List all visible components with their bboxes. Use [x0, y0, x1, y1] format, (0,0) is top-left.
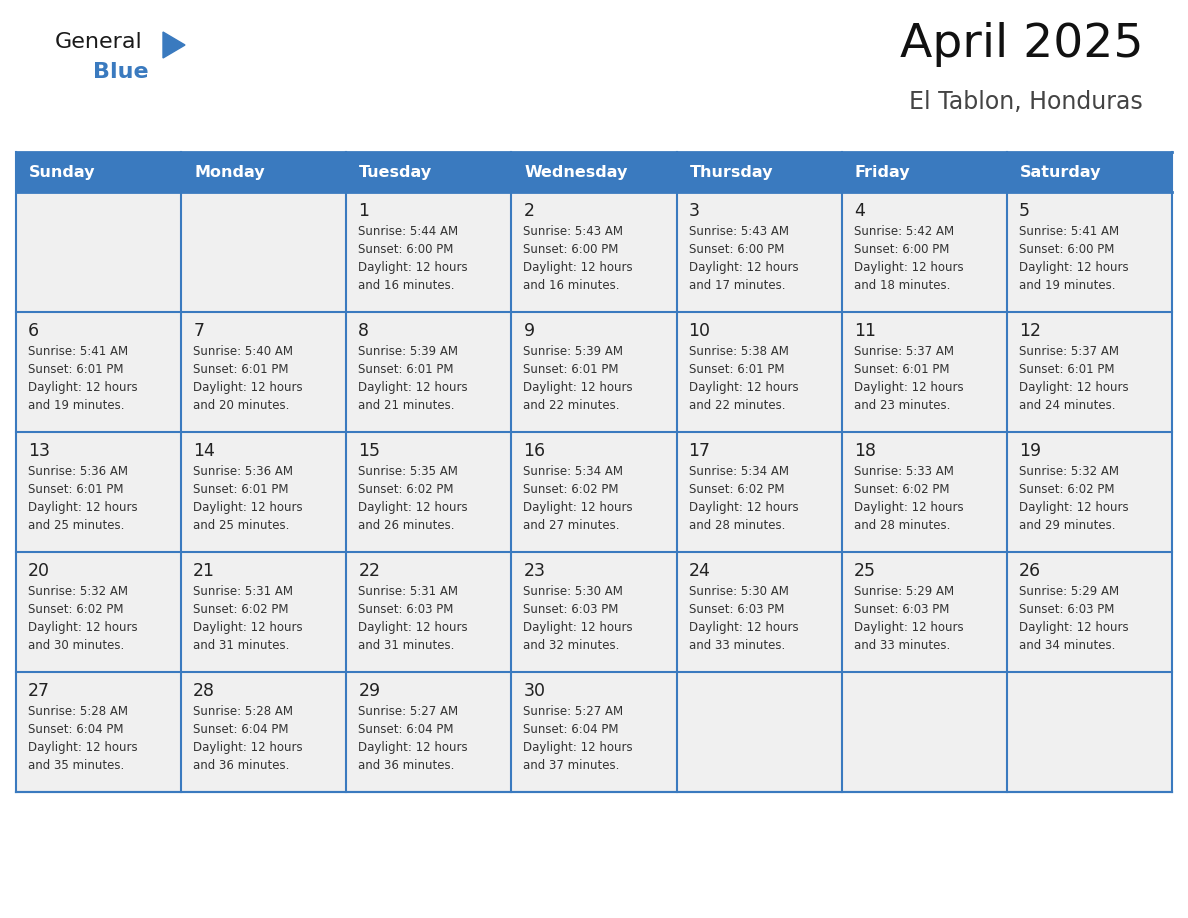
- Text: Sunrise: 5:29 AM
Sunset: 6:03 PM
Daylight: 12 hours
and 33 minutes.: Sunrise: 5:29 AM Sunset: 6:03 PM Dayligh…: [854, 585, 963, 652]
- Text: 20: 20: [29, 562, 50, 580]
- Bar: [842, 152, 1007, 192]
- Bar: [1007, 152, 1173, 192]
- Text: Sunrise: 5:37 AM
Sunset: 6:01 PM
Daylight: 12 hours
and 23 minutes.: Sunrise: 5:37 AM Sunset: 6:01 PM Dayligh…: [854, 345, 963, 412]
- Text: Sunrise: 5:32 AM
Sunset: 6:02 PM
Daylight: 12 hours
and 30 minutes.: Sunrise: 5:32 AM Sunset: 6:02 PM Dayligh…: [29, 585, 138, 652]
- Bar: [15, 432, 1173, 552]
- Text: Sunrise: 5:28 AM
Sunset: 6:04 PM
Daylight: 12 hours
and 35 minutes.: Sunrise: 5:28 AM Sunset: 6:04 PM Dayligh…: [29, 705, 138, 772]
- Text: 28: 28: [194, 682, 215, 700]
- Text: Sunrise: 5:44 AM
Sunset: 6:00 PM
Daylight: 12 hours
and 16 minutes.: Sunrise: 5:44 AM Sunset: 6:00 PM Dayligh…: [359, 225, 468, 292]
- Text: 30: 30: [524, 682, 545, 700]
- Bar: [511, 152, 677, 192]
- Text: 23: 23: [524, 562, 545, 580]
- Text: 8: 8: [359, 322, 369, 340]
- Text: Sunday: Sunday: [29, 164, 95, 180]
- Text: 29: 29: [359, 682, 380, 700]
- Text: Saturday: Saturday: [1019, 164, 1101, 180]
- Text: Sunrise: 5:37 AM
Sunset: 6:01 PM
Daylight: 12 hours
and 24 minutes.: Sunrise: 5:37 AM Sunset: 6:01 PM Dayligh…: [1019, 345, 1129, 412]
- Text: 18: 18: [854, 442, 876, 460]
- Text: Sunrise: 5:36 AM
Sunset: 6:01 PM
Daylight: 12 hours
and 25 minutes.: Sunrise: 5:36 AM Sunset: 6:01 PM Dayligh…: [194, 465, 303, 532]
- Bar: [181, 152, 346, 192]
- Bar: [15, 152, 181, 192]
- Text: 14: 14: [194, 442, 215, 460]
- Text: General: General: [55, 32, 143, 52]
- Text: Sunrise: 5:28 AM
Sunset: 6:04 PM
Daylight: 12 hours
and 36 minutes.: Sunrise: 5:28 AM Sunset: 6:04 PM Dayligh…: [194, 705, 303, 772]
- Bar: [677, 152, 842, 192]
- Text: 5: 5: [1019, 202, 1030, 220]
- Text: El Tablon, Honduras: El Tablon, Honduras: [909, 90, 1143, 114]
- Bar: [15, 192, 1173, 312]
- Text: Monday: Monday: [194, 164, 265, 180]
- Text: April 2025: April 2025: [899, 22, 1143, 67]
- Text: Sunrise: 5:30 AM
Sunset: 6:03 PM
Daylight: 12 hours
and 32 minutes.: Sunrise: 5:30 AM Sunset: 6:03 PM Dayligh…: [524, 585, 633, 652]
- Bar: [15, 672, 1173, 792]
- Text: 13: 13: [29, 442, 50, 460]
- Text: Sunrise: 5:39 AM
Sunset: 6:01 PM
Daylight: 12 hours
and 21 minutes.: Sunrise: 5:39 AM Sunset: 6:01 PM Dayligh…: [359, 345, 468, 412]
- Text: 9: 9: [524, 322, 535, 340]
- Text: Sunrise: 5:35 AM
Sunset: 6:02 PM
Daylight: 12 hours
and 26 minutes.: Sunrise: 5:35 AM Sunset: 6:02 PM Dayligh…: [359, 465, 468, 532]
- Text: Sunrise: 5:27 AM
Sunset: 6:04 PM
Daylight: 12 hours
and 37 minutes.: Sunrise: 5:27 AM Sunset: 6:04 PM Dayligh…: [524, 705, 633, 772]
- Text: 11: 11: [854, 322, 876, 340]
- Text: 1: 1: [359, 202, 369, 220]
- Text: Sunrise: 5:30 AM
Sunset: 6:03 PM
Daylight: 12 hours
and 33 minutes.: Sunrise: 5:30 AM Sunset: 6:03 PM Dayligh…: [689, 585, 798, 652]
- Bar: [15, 312, 1173, 432]
- Text: 7: 7: [194, 322, 204, 340]
- Text: 19: 19: [1019, 442, 1041, 460]
- Text: Sunrise: 5:40 AM
Sunset: 6:01 PM
Daylight: 12 hours
and 20 minutes.: Sunrise: 5:40 AM Sunset: 6:01 PM Dayligh…: [194, 345, 303, 412]
- Text: Sunrise: 5:41 AM
Sunset: 6:00 PM
Daylight: 12 hours
and 19 minutes.: Sunrise: 5:41 AM Sunset: 6:00 PM Dayligh…: [1019, 225, 1129, 292]
- Text: Sunrise: 5:41 AM
Sunset: 6:01 PM
Daylight: 12 hours
and 19 minutes.: Sunrise: 5:41 AM Sunset: 6:01 PM Dayligh…: [29, 345, 138, 412]
- Text: 3: 3: [689, 202, 700, 220]
- Text: 6: 6: [29, 322, 39, 340]
- Bar: [346, 152, 511, 192]
- Text: Sunrise: 5:29 AM
Sunset: 6:03 PM
Daylight: 12 hours
and 34 minutes.: Sunrise: 5:29 AM Sunset: 6:03 PM Dayligh…: [1019, 585, 1129, 652]
- Text: 10: 10: [689, 322, 710, 340]
- Text: 25: 25: [854, 562, 876, 580]
- Text: Tuesday: Tuesday: [359, 164, 432, 180]
- Text: Sunrise: 5:39 AM
Sunset: 6:01 PM
Daylight: 12 hours
and 22 minutes.: Sunrise: 5:39 AM Sunset: 6:01 PM Dayligh…: [524, 345, 633, 412]
- Polygon shape: [163, 32, 185, 58]
- Text: 12: 12: [1019, 322, 1041, 340]
- Text: Sunrise: 5:32 AM
Sunset: 6:02 PM
Daylight: 12 hours
and 29 minutes.: Sunrise: 5:32 AM Sunset: 6:02 PM Dayligh…: [1019, 465, 1129, 532]
- Text: 21: 21: [194, 562, 215, 580]
- Text: 16: 16: [524, 442, 545, 460]
- Text: Sunrise: 5:43 AM
Sunset: 6:00 PM
Daylight: 12 hours
and 16 minutes.: Sunrise: 5:43 AM Sunset: 6:00 PM Dayligh…: [524, 225, 633, 292]
- Text: Friday: Friday: [854, 164, 910, 180]
- Text: 24: 24: [689, 562, 710, 580]
- Text: 26: 26: [1019, 562, 1041, 580]
- Text: Sunrise: 5:31 AM
Sunset: 6:02 PM
Daylight: 12 hours
and 31 minutes.: Sunrise: 5:31 AM Sunset: 6:02 PM Dayligh…: [194, 585, 303, 652]
- Text: Sunrise: 5:33 AM
Sunset: 6:02 PM
Daylight: 12 hours
and 28 minutes.: Sunrise: 5:33 AM Sunset: 6:02 PM Dayligh…: [854, 465, 963, 532]
- Text: Sunrise: 5:34 AM
Sunset: 6:02 PM
Daylight: 12 hours
and 27 minutes.: Sunrise: 5:34 AM Sunset: 6:02 PM Dayligh…: [524, 465, 633, 532]
- Text: Sunrise: 5:31 AM
Sunset: 6:03 PM
Daylight: 12 hours
and 31 minutes.: Sunrise: 5:31 AM Sunset: 6:03 PM Dayligh…: [359, 585, 468, 652]
- Text: Blue: Blue: [93, 62, 148, 82]
- Text: Sunrise: 5:38 AM
Sunset: 6:01 PM
Daylight: 12 hours
and 22 minutes.: Sunrise: 5:38 AM Sunset: 6:01 PM Dayligh…: [689, 345, 798, 412]
- Text: Sunrise: 5:43 AM
Sunset: 6:00 PM
Daylight: 12 hours
and 17 minutes.: Sunrise: 5:43 AM Sunset: 6:00 PM Dayligh…: [689, 225, 798, 292]
- Text: 15: 15: [359, 442, 380, 460]
- Text: Wednesday: Wednesday: [524, 164, 627, 180]
- Bar: [15, 552, 1173, 672]
- Text: Sunrise: 5:36 AM
Sunset: 6:01 PM
Daylight: 12 hours
and 25 minutes.: Sunrise: 5:36 AM Sunset: 6:01 PM Dayligh…: [29, 465, 138, 532]
- Text: 2: 2: [524, 202, 535, 220]
- Text: Sunrise: 5:27 AM
Sunset: 6:04 PM
Daylight: 12 hours
and 36 minutes.: Sunrise: 5:27 AM Sunset: 6:04 PM Dayligh…: [359, 705, 468, 772]
- Text: Sunrise: 5:34 AM
Sunset: 6:02 PM
Daylight: 12 hours
and 28 minutes.: Sunrise: 5:34 AM Sunset: 6:02 PM Dayligh…: [689, 465, 798, 532]
- Text: Thursday: Thursday: [689, 164, 773, 180]
- Text: Sunrise: 5:42 AM
Sunset: 6:00 PM
Daylight: 12 hours
and 18 minutes.: Sunrise: 5:42 AM Sunset: 6:00 PM Dayligh…: [854, 225, 963, 292]
- Text: 17: 17: [689, 442, 710, 460]
- Text: 4: 4: [854, 202, 865, 220]
- Text: 22: 22: [359, 562, 380, 580]
- Text: 27: 27: [29, 682, 50, 700]
